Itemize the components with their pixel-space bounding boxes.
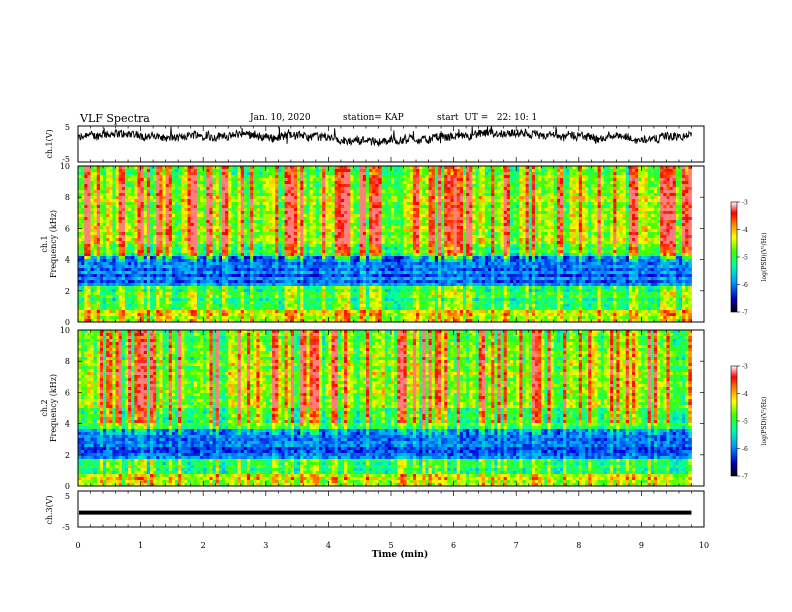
time-tick-labels: 0 1 2 3 4 5 6 7 8 9 10 (75, 541, 709, 550)
time-tick-label-9: 9 (639, 541, 644, 550)
time-tick-label-5: 5 (388, 541, 393, 550)
ch1-waveform-panel: 5 -5 ch.1(V) (45, 123, 705, 164)
ch2-colorbar-ticks: -3 -4 -5 -6 -7 (737, 364, 748, 481)
time-tick-label-6: 6 (451, 541, 456, 550)
ch1-freq-label: Frequency (kHz) (49, 210, 58, 278)
time-tick-label-8: 8 (576, 541, 581, 550)
time-tick-label-4: 4 (326, 541, 331, 550)
ytick-label-0: 0 (65, 318, 70, 327)
ch3-waveform-frame (77, 490, 705, 528)
station-label: station= KAP (343, 113, 404, 123)
time-tick-label-10: 10 (699, 541, 709, 550)
ytick-label-8: 8 (65, 357, 70, 366)
ytick-label-10: 10 (60, 162, 70, 171)
figure-title: VLF Spectra (80, 112, 150, 125)
ch2-colorbar-gradient (730, 365, 738, 477)
colorbar-tick-label--4: -4 (742, 391, 748, 398)
ch1-colorbar-label: log(PSD)(V²/Hz) (761, 233, 768, 282)
time-tick-label-0: 0 (75, 541, 80, 550)
colorbar-tick-label--3: -3 (742, 364, 748, 371)
ch2-colorbar: -3 -4 -5 -6 -7 log(PSD)(V²/Hz) (730, 364, 768, 481)
colorbar-tick-label--7: -7 (742, 474, 748, 481)
ch1-ytick-bottom: -5 (62, 155, 70, 164)
ch3-ytick-top: 5 (65, 492, 70, 501)
ch1-ytick-top: 5 (65, 123, 70, 132)
colorbar-tick-label--6: -6 (742, 446, 748, 453)
time-tick-label-3: 3 (263, 541, 268, 550)
ch1-colorbar: -3 -4 -5 -6 -7 log(PSD)(V²/Hz) (730, 200, 768, 317)
ytick-label-6: 6 (65, 224, 70, 233)
start-time-label: start UT = 22: 10: 1 (437, 113, 537, 123)
ch3-waveform-panel: 5 -5 ch.3(V) (45, 490, 705, 532)
ch2-channel-label: ch.2 (40, 399, 49, 416)
ytick-label-10: 10 (60, 326, 70, 335)
time-tick-marks (77, 126, 705, 527)
ch2-spectrogram-panel: 0 2 4 6 8 10 ch.2 Frequency (kHz) (40, 326, 705, 491)
date-label: Jan. 10, 2020 (250, 113, 311, 123)
colorbar-tick-label--5: -5 (742, 255, 748, 262)
ch3-ylabel: ch.3(V) (45, 495, 54, 524)
colorbar-tick-label--6: -6 (742, 282, 748, 289)
ch2-freq-label: Frequency (kHz) (49, 374, 58, 442)
ch1-waveform-frame (77, 125, 705, 163)
time-axis-label: Time (min) (372, 549, 429, 560)
ch1-colorbar-ticks: -3 -4 -5 -6 -7 (737, 200, 748, 317)
ch2-colorbar-label: log(PSD)(V²/Hz) (761, 397, 768, 446)
ch1-yticks: 0 2 4 6 8 10 (60, 162, 704, 327)
ch1-spectrogram-panel: 0 2 4 6 8 10 ch.1 Frequency (kHz) (40, 162, 705, 327)
ch2-yticks: 0 2 4 6 8 10 (60, 326, 704, 491)
ytick-label-0: 0 (65, 482, 70, 491)
ytick-label-2: 2 (65, 451, 70, 460)
colorbar-tick-label--5: -5 (742, 419, 748, 426)
ch2-spectrogram-image (78, 330, 692, 487)
ch1-colorbar-gradient (730, 201, 738, 313)
ch1-trace (77, 126, 692, 147)
ytick-label-4: 4 (65, 256, 70, 265)
time-tick-label-1: 1 (138, 541, 143, 550)
ch1-ylabel: ch.1(V) (45, 129, 54, 158)
colorbar-tick-label--3: -3 (742, 200, 748, 207)
colorbar-tick-label--4: -4 (742, 227, 748, 234)
ch1-spectrogram-image (78, 166, 692, 323)
time-tick-label-7: 7 (514, 541, 519, 550)
ytick-label-4: 4 (65, 420, 70, 429)
ytick-label-2: 2 (65, 287, 70, 296)
ch1-channel-label: ch.1 (40, 235, 49, 252)
colorbar-tick-label--7: -7 (742, 310, 748, 317)
ytick-label-6: 6 (65, 388, 70, 397)
time-tick-label-2: 2 (201, 541, 206, 550)
ytick-label-8: 8 (65, 193, 70, 202)
ch3-ytick-bottom: -5 (62, 523, 70, 532)
